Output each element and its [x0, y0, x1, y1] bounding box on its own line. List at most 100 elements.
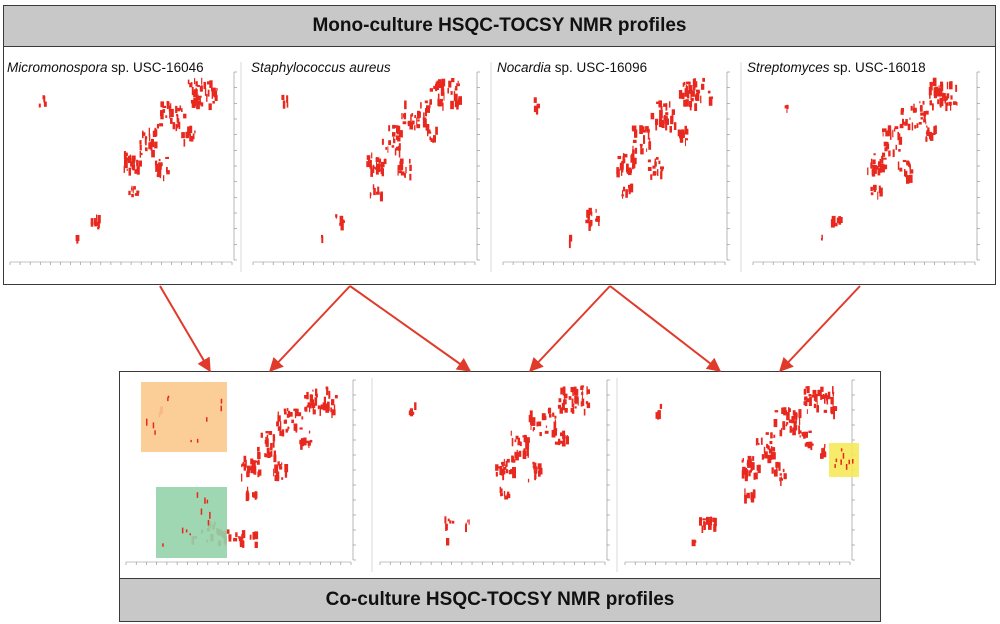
- nmr-peak: [124, 156, 127, 161]
- organism-genus: Staphylococcus aureus: [251, 60, 391, 75]
- nmr-peak: [381, 163, 384, 173]
- nmr-peak: [879, 187, 883, 197]
- nmr-peak: [881, 155, 884, 163]
- nmr-peak: [581, 398, 585, 406]
- nmr-peak: [97, 226, 100, 230]
- nmr-peak: [554, 423, 556, 432]
- nmr-peak: [950, 101, 952, 111]
- nmr-peak: [652, 171, 657, 175]
- nmr-peak: [760, 437, 763, 445]
- nmr-peak: [283, 408, 287, 412]
- nmr-peak: [798, 425, 800, 435]
- nmr-peak: [257, 459, 260, 463]
- nmr-peak: [560, 387, 563, 395]
- nmr-peak: [127, 155, 132, 164]
- nmr-peak: [744, 488, 746, 497]
- nmr-peak: [373, 166, 376, 169]
- nmr-peak: [767, 444, 769, 447]
- nmr-peak: [929, 132, 934, 141]
- nmr-peak: [564, 408, 568, 413]
- nmr-peak: [940, 84, 943, 91]
- nmr-peak: [505, 464, 507, 469]
- nmr-peak: [394, 148, 397, 156]
- nmr-peak: [830, 408, 835, 415]
- nmr-peak: [623, 186, 626, 192]
- nmr-peak: [919, 101, 921, 104]
- nmr-peak: [189, 125, 193, 134]
- nmr-peak: [503, 466, 507, 470]
- nmr-peak: [577, 398, 579, 406]
- nmr-peak: [445, 523, 448, 531]
- mono-spectrum-1: [9, 71, 237, 265]
- nmr-peak: [806, 386, 810, 394]
- nmr-peak: [658, 160, 661, 165]
- nmr-peak: [563, 399, 567, 404]
- nmr-peak: [770, 432, 773, 439]
- nmr-peak: [701, 525, 704, 533]
- nmr-peak: [155, 163, 159, 172]
- nmr-peak: [397, 167, 399, 176]
- nmr-peak: [502, 472, 505, 481]
- nmr-peak: [761, 454, 764, 460]
- nmr-peak: [845, 464, 848, 470]
- nmr-peak: [683, 81, 686, 86]
- nmr-peak: [283, 420, 287, 424]
- nmr-peak: [770, 454, 773, 460]
- nmr-peak: [241, 530, 246, 539]
- organism-strain: sp. USC-16018: [829, 60, 926, 75]
- nmr-peak: [370, 167, 372, 174]
- nmr-peak: [307, 402, 311, 407]
- nmr-peak: [405, 166, 407, 174]
- nmr-peak: [243, 455, 247, 463]
- nmr-peak: [871, 169, 876, 177]
- nmr-peak: [248, 493, 250, 500]
- co-spectrum-2: [379, 379, 610, 565]
- y-axis: [726, 71, 730, 261]
- nmr-peak: [38, 103, 41, 108]
- nmr-peak: [840, 461, 842, 465]
- nmr-peak: [523, 434, 527, 443]
- nmr-peak: [682, 82, 685, 87]
- nmr-peak: [265, 453, 268, 458]
- nmr-peak: [383, 158, 387, 165]
- nmr-peak: [216, 88, 218, 91]
- nmr-peak: [834, 222, 838, 227]
- nmr-peak: [910, 105, 913, 111]
- nmr-peak: [559, 440, 564, 444]
- nmr-peak: [755, 438, 758, 446]
- nmr-peak: [170, 103, 172, 109]
- nmr-peak: [832, 386, 834, 394]
- nmr-peak: [779, 429, 783, 437]
- nmr-peak: [830, 396, 834, 405]
- nmr-peak: [441, 88, 444, 96]
- nmr-peak: [834, 464, 836, 468]
- nmr-peak: [665, 103, 668, 111]
- nmr-peak: [134, 169, 138, 174]
- nmr-peak: [529, 410, 533, 420]
- nmr-peak: [161, 162, 163, 167]
- nmr-peak: [661, 120, 665, 128]
- nmr-peak: [214, 95, 218, 101]
- nmr-peak: [501, 462, 504, 467]
- nmr-peak: [870, 186, 873, 192]
- nmr-peak: [451, 78, 455, 83]
- nmr-peak: [295, 424, 298, 433]
- nmr-peak: [140, 152, 143, 156]
- nmr-peak: [913, 103, 915, 111]
- nmr-peak: [300, 438, 305, 447]
- nmr-peak: [938, 85, 940, 90]
- nmr-peak: [286, 102, 289, 108]
- nmr-peak: [654, 161, 657, 167]
- nmr-peak: [888, 150, 891, 157]
- nmr-peak: [663, 115, 666, 121]
- nmr-peak: [873, 184, 877, 191]
- nmr-peak: [586, 402, 591, 409]
- nmr-peak: [399, 164, 404, 171]
- nmr-peak: [620, 162, 622, 166]
- source-arrow: [349, 285, 472, 372]
- nmr-peak: [536, 103, 540, 109]
- nmr-peak: [276, 471, 280, 480]
- nmr-peak: [696, 91, 701, 94]
- nmr-peak: [883, 128, 887, 132]
